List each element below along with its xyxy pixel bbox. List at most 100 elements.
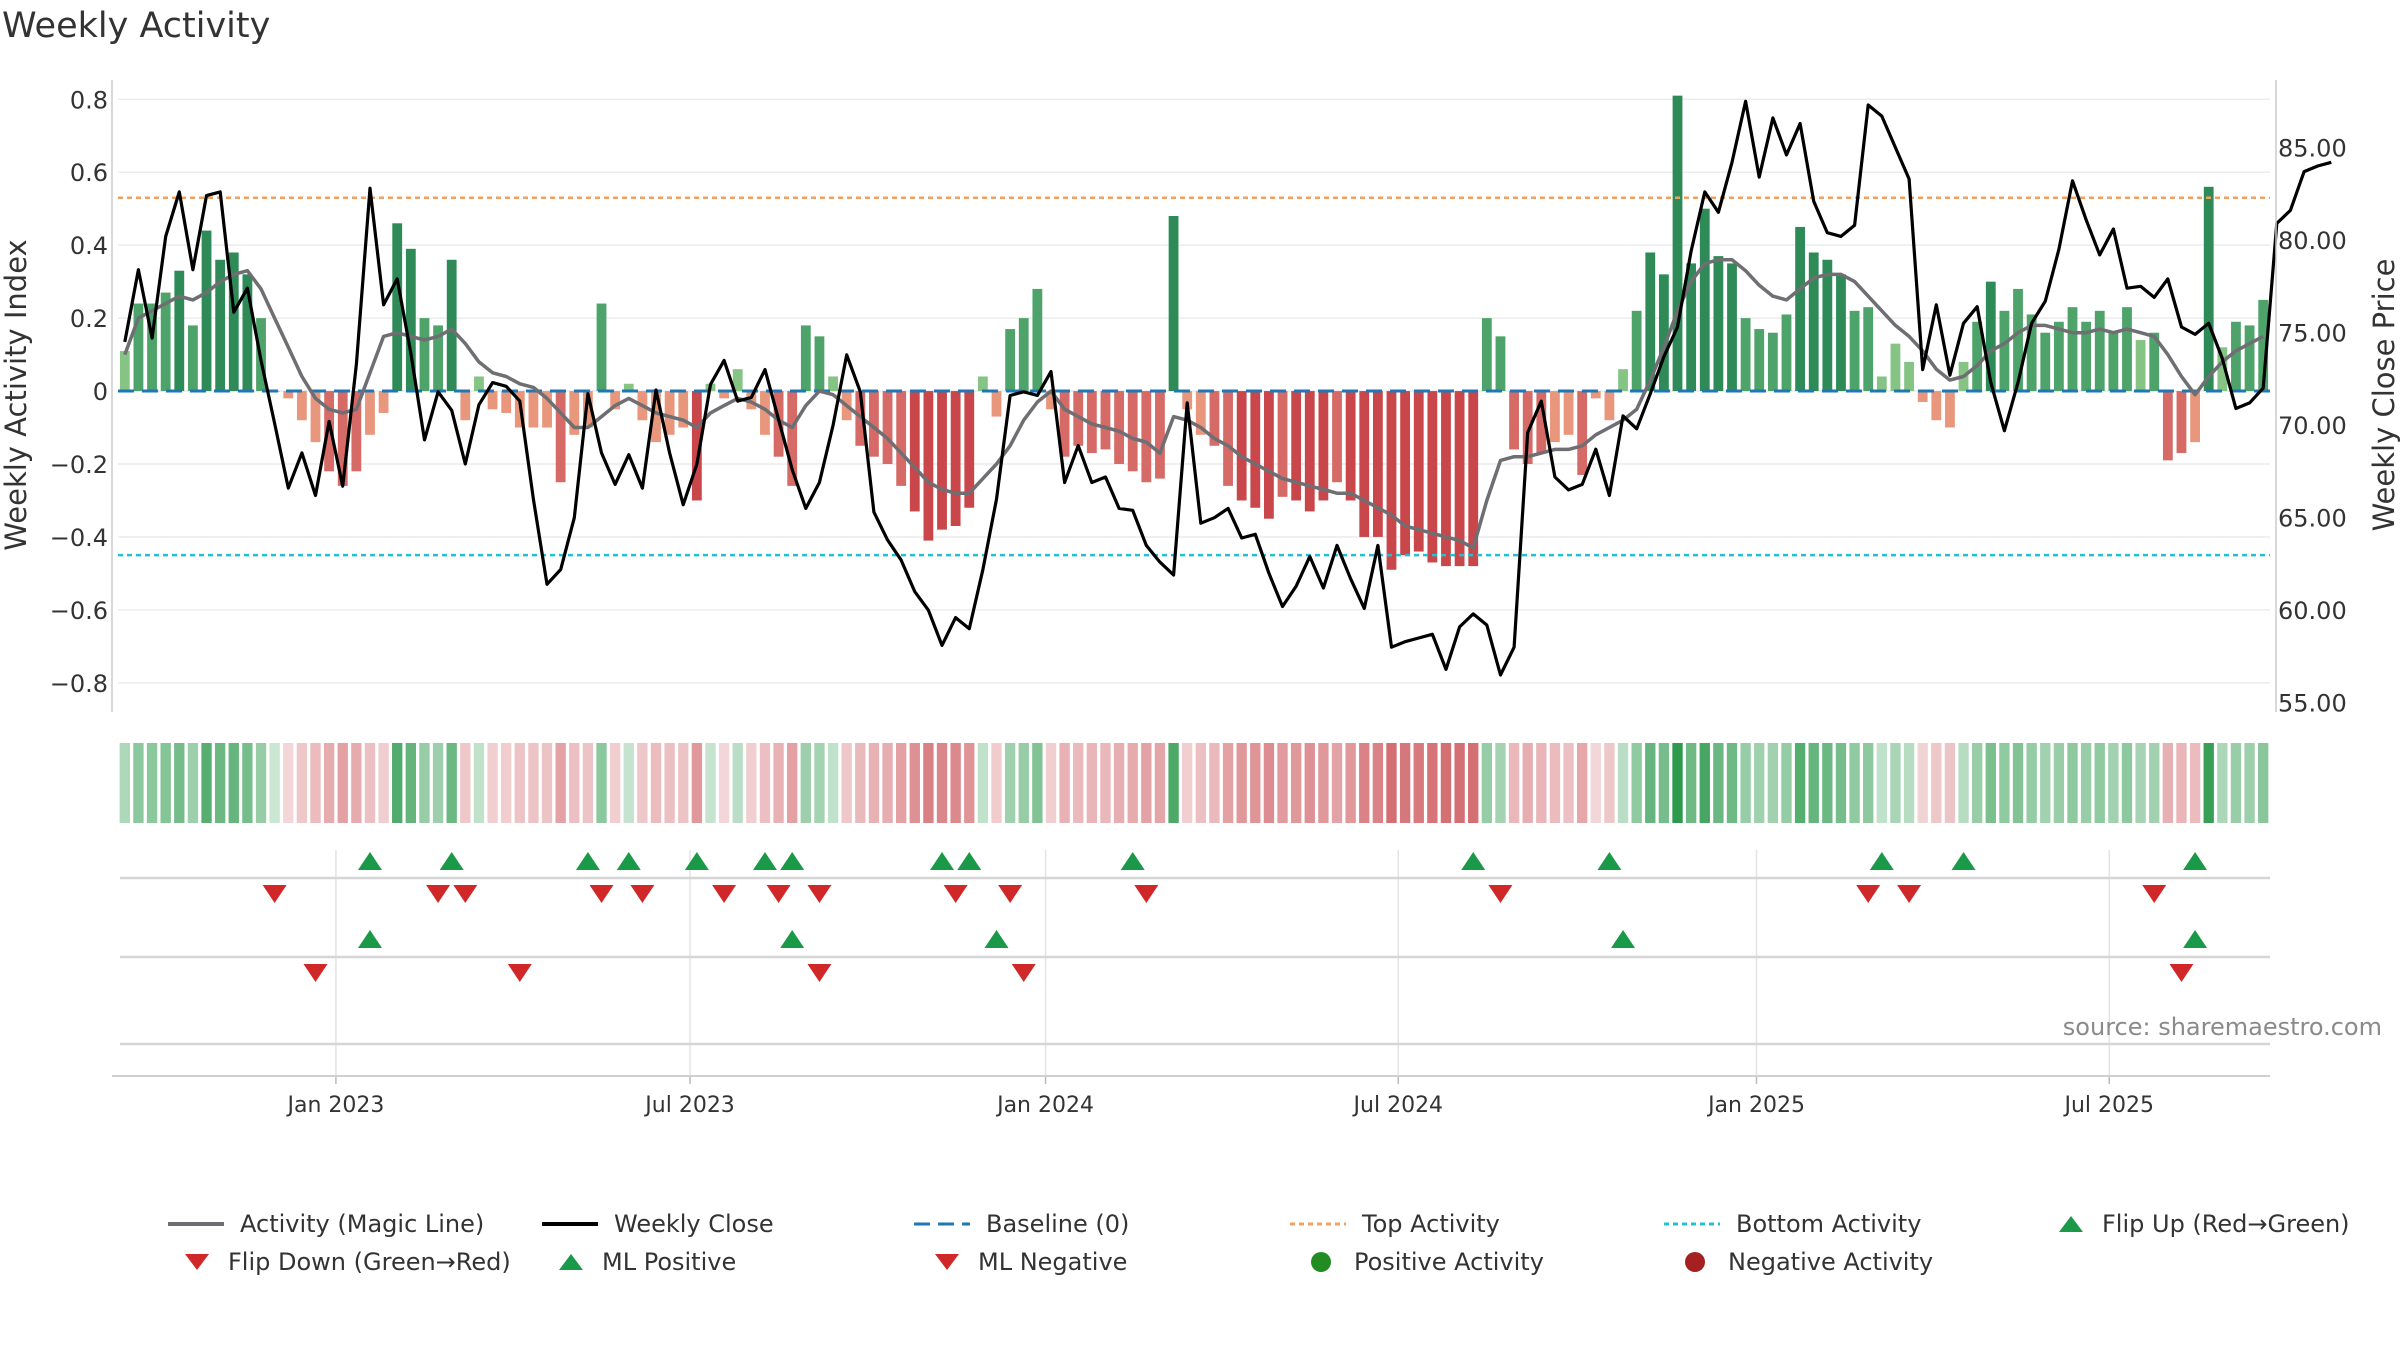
activity-bar: [378, 391, 389, 413]
flip-up-marker: [1120, 852, 1145, 870]
strip-cell: [1999, 743, 2010, 823]
activity-bar: [351, 391, 362, 472]
activity-bar: [1822, 259, 1833, 392]
ml-positive-marker: [780, 930, 805, 948]
strip-cell: [1590, 743, 1601, 823]
activity-bar: [1767, 332, 1778, 392]
activity-bar: [365, 391, 375, 435]
strip-cell: [1236, 743, 1247, 823]
strip-cell: [378, 743, 389, 823]
activity-bar: [1127, 391, 1138, 472]
magic-line: [123, 258, 2265, 550]
strip-cell: [2012, 743, 2024, 823]
flip-up-marker: [1597, 852, 1622, 870]
legend-ml-positive-label: ML Positive: [602, 1248, 737, 1276]
activity-bar: [1672, 95, 1683, 392]
flip-up-marker: [2183, 852, 2208, 870]
x-tick-label: Jan 2023: [285, 1093, 384, 1118]
activity-bar: [1141, 391, 1152, 483]
x-tick-label: Jan 2024: [995, 1093, 1094, 1118]
activity-bar: [610, 391, 621, 410]
strip-cell: [746, 743, 757, 823]
activity-bar: [174, 270, 185, 392]
activity-bar: [950, 391, 961, 526]
strip-cell: [923, 743, 934, 823]
right-tick-label: 55.00: [2278, 690, 2347, 718]
strip-cell: [1032, 743, 1043, 823]
ml-negative-marker: [2169, 964, 2194, 982]
activity-bar: [188, 325, 198, 392]
strip-cell: [174, 743, 185, 823]
strip-cell: [1182, 743, 1193, 823]
strip-cell: [936, 743, 948, 823]
strip-cell: [868, 743, 880, 823]
flip-up-marker: [1869, 852, 1894, 870]
strip-cell: [1958, 743, 1969, 823]
activity-bar: [1441, 391, 1451, 567]
activity-bar: [324, 391, 335, 472]
legend-top-activity-label: Top Activity: [1362, 1210, 1500, 1238]
activity-bar: [419, 318, 430, 392]
legend-baseline: Baseline (0): [912, 1206, 1129, 1242]
activity-bar: [1740, 318, 1751, 392]
ml-positive-marker: [2183, 930, 2208, 948]
activity-bar: [2149, 332, 2160, 392]
activity-bar: [119, 350, 130, 392]
strip-cell: [351, 743, 362, 823]
strip-cell: [2176, 743, 2187, 823]
right-tick-label: 85.00: [2278, 135, 2347, 163]
strip-cell: [1685, 743, 1697, 823]
strip-cell: [1849, 743, 1860, 823]
left-tick-label: 0.4: [70, 232, 108, 260]
strip-cell: [1468, 743, 1479, 823]
activity-bar: [569, 391, 580, 435]
legend-ml-negative-label: ML Negative: [978, 1248, 1128, 1276]
activity-bar: [2108, 332, 2119, 392]
legend: Activity (Magic Line) Weekly Close Basel…: [0, 1200, 2400, 1280]
right-tick-label: 80.00: [2278, 227, 2347, 255]
strip-cell: [950, 743, 961, 823]
activity-bar: [201, 230, 212, 392]
activity-bar: [1291, 391, 1302, 501]
activity-bar: [528, 391, 539, 428]
activity-bars: [119, 95, 2269, 570]
strip-cell: [1549, 743, 1561, 823]
activity-bar: [310, 391, 321, 443]
flip-up-marker: [439, 852, 464, 870]
strip-cell: [228, 743, 239, 823]
strip-cell: [800, 743, 811, 823]
flip-down-marker: [1488, 885, 1513, 903]
strip-cell: [841, 743, 852, 823]
activity-bar: [1563, 391, 1574, 435]
ml-positive-marker: [1611, 930, 1636, 948]
activity-bar: [746, 391, 757, 410]
strip-cell: [1672, 743, 1683, 823]
strip-cell: [1495, 743, 1506, 823]
activity-bar: [2040, 332, 2051, 392]
strip-cell: [596, 743, 607, 823]
activity-bar: [1386, 391, 1397, 570]
activity-bar: [1372, 391, 1383, 537]
activity-bar: [1195, 391, 1206, 435]
activity-bar: [1332, 391, 1342, 483]
activity-bar: [582, 391, 593, 428]
activity-bar: [1658, 274, 1669, 392]
left-tick-label: 0.8: [70, 86, 108, 114]
activity-bar: [1059, 391, 1070, 457]
flip-down-marker: [766, 885, 791, 903]
activity-bar: [2258, 299, 2269, 392]
strip-cell: [718, 743, 730, 823]
strip-cell: [2040, 743, 2051, 823]
flip-up-marker: [780, 852, 805, 870]
legend-magic-line: Activity (Magic Line): [166, 1206, 484, 1242]
strip-cell: [650, 743, 662, 823]
source-attribution: source: sharemaestro.com: [2062, 1013, 2382, 1041]
legend-positive-activity-label: Positive Activity: [1354, 1248, 1544, 1276]
strip-cell: [1536, 743, 1547, 823]
activity-bar: [1849, 310, 1860, 392]
strip-cell: [2217, 743, 2228, 823]
strip-cell: [2230, 743, 2242, 823]
activity-bar: [828, 376, 838, 392]
strip-cell: [2108, 743, 2119, 823]
strip-cell: [773, 743, 784, 823]
